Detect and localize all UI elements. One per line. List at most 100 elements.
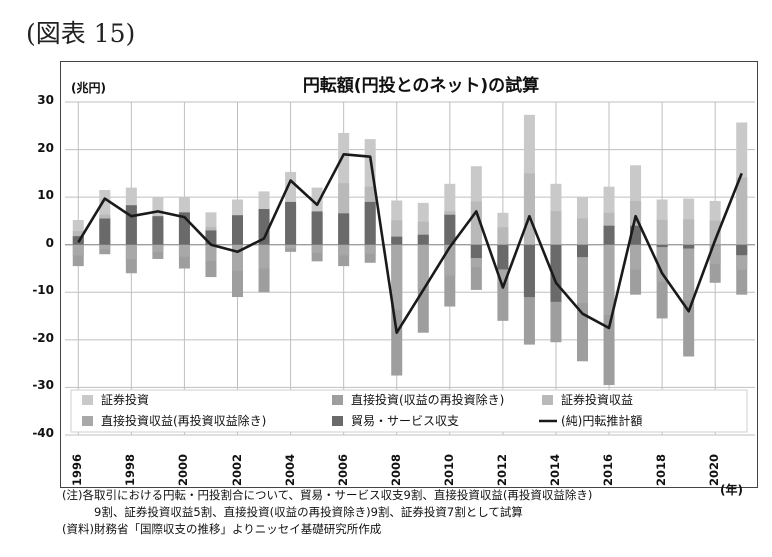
x-tick-label: 2010 <box>441 453 456 486</box>
x-tick-label: 2012 <box>494 453 509 486</box>
bar-trade-balance <box>550 244 562 302</box>
net-line-series <box>77 153 743 335</box>
bar-income-stack <box>391 220 403 245</box>
bar-negative-inner-stack <box>99 244 111 250</box>
bar-income-stack <box>577 218 588 245</box>
y-tick-label: 20 <box>37 140 54 155</box>
bar-trade-balance <box>178 212 190 245</box>
bar-negative-inner-stack <box>630 244 642 270</box>
bar-trade-balance <box>232 215 243 245</box>
net-line <box>77 153 743 335</box>
bar-income-stack <box>630 201 642 245</box>
legend-swatch <box>332 416 343 426</box>
x-tick-label: 1996 <box>70 453 85 486</box>
legend-swatch <box>82 395 93 405</box>
bar-negative-inner-stack <box>232 244 243 271</box>
bar-income-stack <box>736 177 748 245</box>
x-tick-label: 2000 <box>176 453 191 486</box>
x-tick-label: 2014 <box>547 453 562 486</box>
note-line-2: 9割、証券投資収益5割、直接投資(収益の再投資除き)9割、証券投資7割として試算 <box>94 505 523 519</box>
bar-negative-stack <box>178 244 190 269</box>
bar-income-stack <box>656 219 668 245</box>
bar-trade-balance <box>577 244 588 258</box>
y-tick-label: -20 <box>32 330 54 345</box>
bar-trade-balance <box>125 205 137 245</box>
bar-negative-stack <box>152 244 164 259</box>
bar-negative-inner-stack <box>364 244 376 254</box>
bar-negative-inner-stack <box>338 244 350 256</box>
bar-negative-stack <box>125 244 137 274</box>
bar-trade-balance <box>444 214 456 245</box>
bar-income-stack <box>709 220 721 245</box>
bar-trade-balance <box>523 244 535 298</box>
bar-trade-balance <box>311 211 323 245</box>
bar-income-stack <box>497 227 509 245</box>
chart-frame: 円転額(円投とのネット)の試算 (兆円) 証券投資 直接投資(収益の再投資除き) 証… <box>60 61 758 488</box>
bar-trade-balance <box>99 218 111 245</box>
y-axis-unit-label: (兆円) <box>71 80 106 95</box>
bar-negative-stack <box>683 244 695 357</box>
chart-title: 円転額(円投とのネット)の試算 <box>303 75 539 96</box>
y-tick-label: 30 <box>37 93 54 107</box>
bar-trade-balance <box>364 201 376 245</box>
bar-negative-inner-stack <box>311 244 323 254</box>
bar-income-stack <box>523 173 535 245</box>
chart: 円転額(円投とのネット)の試算 (兆円) 証券投資 直接投資(収益の再投資除き) 証… <box>65 75 755 436</box>
bar-negative-inner-stack <box>125 244 137 259</box>
bar-trade-balance <box>258 209 270 245</box>
bar-trade-balance <box>391 236 403 245</box>
bar-trade-balance <box>656 244 668 248</box>
bar-negative-stack <box>656 244 668 319</box>
bar-trade-balance <box>205 230 217 245</box>
bar-negative-inner-stack <box>603 244 615 315</box>
y-tick-label: 10 <box>37 188 54 203</box>
legend-label: 証券投資 <box>101 392 149 407</box>
bar-negative-inner-stack <box>391 244 403 311</box>
bar-negative-stack <box>205 244 217 278</box>
bar-trade-balance <box>417 234 429 245</box>
gridlines <box>65 101 755 436</box>
legend-swatch <box>332 395 343 405</box>
y-tick-label: -30 <box>32 378 54 393</box>
figure-label: (図表 15) <box>26 19 136 48</box>
bar-trade-balance <box>709 244 721 246</box>
bar-negative-inner-stack <box>285 244 297 249</box>
x-tick-label: 2008 <box>388 453 403 486</box>
legend-label: 直接投資(収益の再投資除き) <box>351 392 504 407</box>
bar-negative-inner-stack <box>152 244 164 252</box>
legend-label: 証券投資収益 <box>561 392 633 407</box>
y-tick-label: -10 <box>32 283 54 298</box>
bar-trade-balance <box>497 244 509 270</box>
bar-trade-balance <box>603 225 615 245</box>
x-tick-label: 1998 <box>123 453 138 486</box>
note-line-1: (注)各取引における円転・円投割合について、貿易・サービス収支9割、直接投資収益… <box>62 488 593 502</box>
legend-label: 直接投資収益(再投資収益除き) <box>101 413 266 428</box>
legend-label: 貿易・サービス収支 <box>351 414 459 428</box>
bar-negative-inner-stack <box>205 244 217 261</box>
bar-negative-inner-stack <box>683 244 695 301</box>
x-tick-label: 2018 <box>654 453 669 486</box>
x-tick-label: 2006 <box>335 453 350 486</box>
legend-label: (純)円転推計額 <box>561 413 642 428</box>
bar-negative-inner-stack <box>656 244 668 282</box>
bar-trade-balance <box>152 216 164 245</box>
bar-income-stack <box>470 201 482 245</box>
bar-trade-balance <box>470 244 482 259</box>
bar-trade-balance <box>630 225 642 245</box>
legend-swatch <box>82 416 93 426</box>
bar-trade-balance <box>736 244 748 256</box>
legend-box <box>70 389 748 433</box>
bar-negative-inner-stack <box>258 244 270 269</box>
bar-negative-inner-stack <box>709 244 721 264</box>
notes: (注)各取引における円転・円投割合について、貿易・サービス収支9割、直接投資収益… <box>62 487 592 538</box>
bar-negative-inner-stack <box>736 244 748 270</box>
bar-trade-balance <box>285 201 297 245</box>
bar-trade-balance <box>338 213 350 245</box>
bar-income-stack <box>417 221 429 245</box>
legend-swatch <box>542 395 553 405</box>
bars <box>72 114 748 386</box>
bar-negative-inner-stack <box>577 244 588 303</box>
x-tick-label: 2004 <box>282 453 297 486</box>
x-axis-unit-label: (年) <box>720 483 743 497</box>
